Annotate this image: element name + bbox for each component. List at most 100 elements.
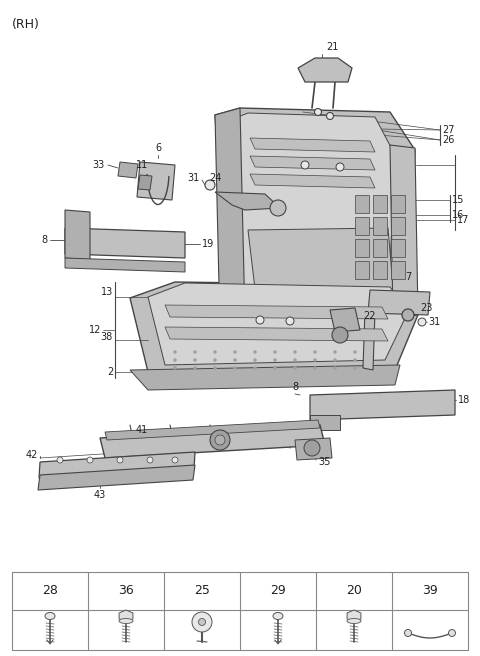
Text: 22: 22 — [363, 311, 375, 321]
Circle shape — [199, 619, 205, 626]
Ellipse shape — [119, 619, 133, 623]
Text: 41: 41 — [136, 425, 148, 435]
Polygon shape — [330, 308, 360, 332]
Circle shape — [233, 358, 237, 361]
Polygon shape — [118, 162, 138, 178]
Circle shape — [192, 612, 212, 632]
Polygon shape — [373, 239, 387, 257]
Circle shape — [336, 163, 344, 171]
Text: 25: 25 — [194, 584, 210, 598]
Text: 38: 38 — [101, 332, 113, 342]
Polygon shape — [38, 465, 195, 490]
Circle shape — [405, 630, 411, 636]
Text: 20: 20 — [346, 584, 362, 598]
Polygon shape — [130, 282, 420, 372]
Circle shape — [274, 350, 276, 354]
Text: 36: 36 — [118, 584, 134, 598]
Circle shape — [210, 430, 230, 450]
Text: 39: 39 — [422, 584, 438, 598]
Circle shape — [332, 327, 348, 343]
Text: 33: 33 — [93, 160, 105, 170]
Circle shape — [314, 108, 322, 115]
Circle shape — [293, 350, 297, 354]
Text: 8: 8 — [42, 235, 48, 245]
Ellipse shape — [45, 613, 55, 619]
Circle shape — [214, 350, 216, 354]
Polygon shape — [373, 195, 387, 213]
Circle shape — [172, 457, 178, 463]
Text: 11: 11 — [136, 160, 148, 170]
Circle shape — [313, 350, 316, 354]
Polygon shape — [137, 162, 175, 200]
Polygon shape — [230, 113, 395, 315]
Text: 2: 2 — [107, 367, 113, 377]
Polygon shape — [295, 438, 332, 460]
Circle shape — [353, 358, 357, 361]
Circle shape — [253, 367, 256, 369]
Polygon shape — [355, 261, 369, 279]
Polygon shape — [250, 138, 375, 152]
Circle shape — [286, 317, 294, 325]
Circle shape — [274, 358, 276, 361]
Polygon shape — [215, 192, 280, 210]
Polygon shape — [373, 261, 387, 279]
Polygon shape — [119, 610, 133, 622]
Text: 31: 31 — [188, 173, 200, 183]
Polygon shape — [355, 217, 369, 235]
Polygon shape — [310, 390, 455, 420]
Text: 15: 15 — [452, 195, 464, 205]
Text: 18: 18 — [458, 395, 470, 405]
Polygon shape — [310, 415, 340, 430]
Polygon shape — [105, 420, 320, 440]
Circle shape — [326, 112, 334, 119]
Polygon shape — [298, 58, 352, 82]
Polygon shape — [215, 108, 415, 325]
Circle shape — [173, 367, 177, 369]
Circle shape — [193, 350, 196, 354]
Text: (RH): (RH) — [12, 18, 40, 31]
Polygon shape — [391, 195, 405, 213]
Text: 28: 28 — [42, 584, 58, 598]
Polygon shape — [250, 174, 375, 188]
Circle shape — [173, 358, 177, 361]
Polygon shape — [390, 145, 418, 318]
Text: 21: 21 — [326, 42, 338, 52]
Circle shape — [293, 358, 297, 361]
Text: 43: 43 — [94, 490, 106, 500]
Circle shape — [334, 350, 336, 354]
Circle shape — [293, 367, 297, 369]
Circle shape — [215, 435, 225, 445]
Circle shape — [233, 350, 237, 354]
Circle shape — [304, 440, 320, 456]
Polygon shape — [39, 452, 195, 478]
Polygon shape — [368, 290, 430, 315]
Polygon shape — [65, 210, 90, 260]
Circle shape — [313, 367, 316, 369]
Circle shape — [448, 630, 456, 636]
Circle shape — [214, 367, 216, 369]
Circle shape — [301, 161, 309, 169]
Text: 29: 29 — [270, 584, 286, 598]
Polygon shape — [138, 175, 152, 190]
Polygon shape — [100, 425, 325, 458]
Polygon shape — [65, 228, 185, 258]
Circle shape — [274, 367, 276, 369]
Circle shape — [402, 309, 414, 321]
Text: 24: 24 — [209, 173, 221, 183]
Polygon shape — [373, 217, 387, 235]
Circle shape — [87, 457, 93, 463]
Text: 8: 8 — [292, 382, 298, 392]
Circle shape — [353, 367, 357, 369]
Circle shape — [193, 367, 196, 369]
Polygon shape — [355, 239, 369, 257]
Text: 17: 17 — [457, 215, 469, 225]
Polygon shape — [355, 195, 369, 213]
Circle shape — [117, 457, 123, 463]
Text: 19: 19 — [202, 239, 214, 249]
Polygon shape — [65, 258, 185, 272]
Circle shape — [205, 180, 215, 190]
Text: 31: 31 — [428, 317, 440, 327]
Text: 35: 35 — [318, 457, 330, 467]
Circle shape — [313, 358, 316, 361]
Text: 42: 42 — [25, 450, 38, 460]
